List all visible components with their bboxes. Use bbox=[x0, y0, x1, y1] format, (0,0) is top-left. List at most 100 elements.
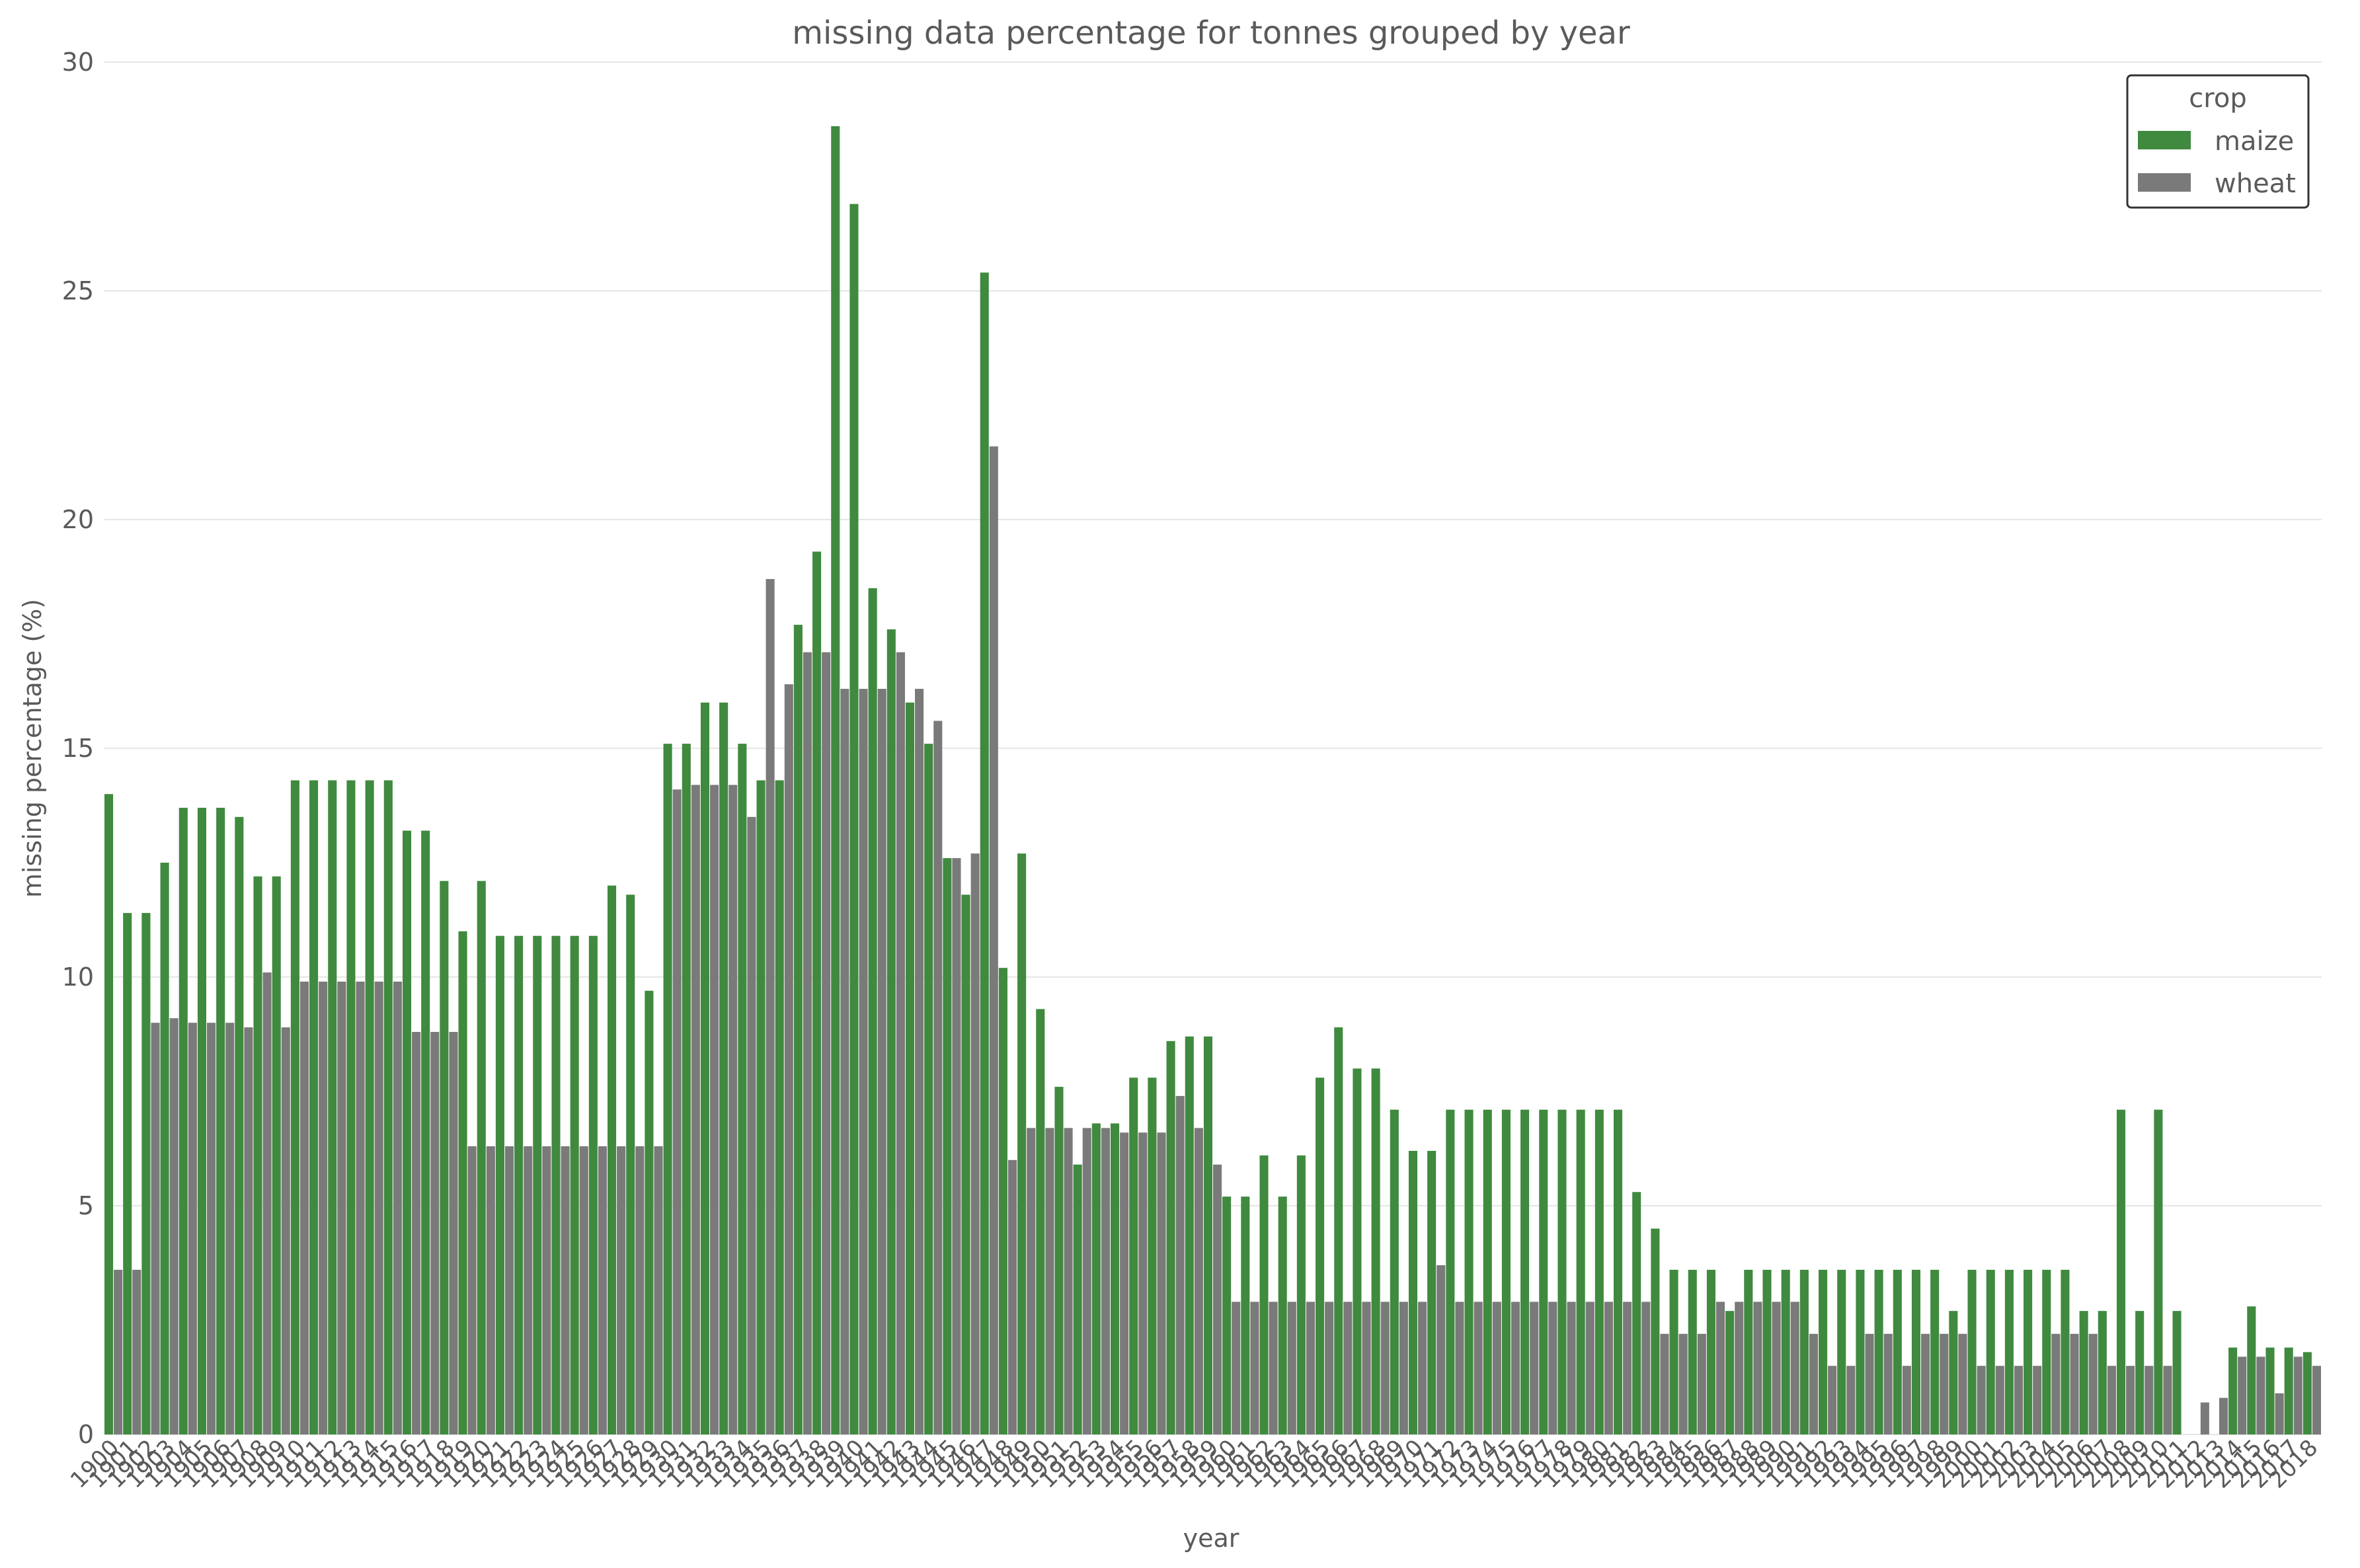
bar-wheat-1972 bbox=[1455, 1302, 1464, 1434]
bar-maize-1901 bbox=[123, 913, 132, 1434]
bar-maize-2015 bbox=[2247, 1306, 2256, 1434]
bar-wheat-1924 bbox=[561, 1146, 570, 1434]
bar-wheat-1903 bbox=[169, 1018, 178, 1434]
bar-maize-1967 bbox=[1353, 1068, 1362, 1434]
bar-wheat-1979 bbox=[1585, 1302, 1594, 1434]
bar-maize-1974 bbox=[1483, 1109, 1492, 1434]
bar-maize-2014 bbox=[2228, 1347, 2238, 1434]
bar-maize-1931 bbox=[682, 744, 691, 1434]
bar-wheat-1919 bbox=[467, 1146, 477, 1434]
bar-wheat-1942 bbox=[896, 652, 905, 1435]
bar-wheat-1957 bbox=[1175, 1095, 1185, 1434]
bar-wheat-2000 bbox=[1977, 1366, 1986, 1434]
bar-wheat-1958 bbox=[1194, 1128, 1203, 1434]
bar-maize-1956 bbox=[1148, 1078, 1157, 1434]
y-tick-label: 20 bbox=[62, 505, 94, 534]
bar-maize-1934 bbox=[738, 744, 747, 1434]
bar-maize-1998 bbox=[1930, 1269, 1940, 1434]
bar-wheat-2017 bbox=[2293, 1356, 2302, 1434]
bar-wheat-2001 bbox=[1995, 1366, 2004, 1434]
bar-wheat-1990 bbox=[1790, 1302, 1799, 1434]
bar-wheat-1975 bbox=[1511, 1302, 1520, 1434]
bar-maize-1919 bbox=[458, 931, 467, 1434]
bar-maize-1972 bbox=[1446, 1109, 1455, 1434]
bar-wheat-1948 bbox=[1007, 1159, 1017, 1434]
y-tick-label: 5 bbox=[78, 1191, 94, 1220]
bar-maize-1985 bbox=[1688, 1269, 1697, 1434]
y-tick-label: 30 bbox=[62, 48, 94, 77]
bar-wheat-1983 bbox=[1660, 1333, 1669, 1434]
bar-wheat-1969 bbox=[1399, 1302, 1408, 1434]
bar-maize-1916 bbox=[402, 830, 412, 1434]
bar-maize-1958 bbox=[1185, 1036, 1194, 1434]
bar-wheat-1989 bbox=[1772, 1302, 1781, 1434]
bar-maize-1968 bbox=[1371, 1068, 1380, 1434]
bar-wheat-1961 bbox=[1250, 1302, 1259, 1434]
bar-maize-2005 bbox=[2061, 1269, 2070, 1434]
bar-maize-1924 bbox=[551, 935, 561, 1434]
bar-maize-2002 bbox=[2004, 1269, 2014, 1434]
bar-maize-1929 bbox=[645, 990, 654, 1434]
bar-wheat-2016 bbox=[2275, 1393, 2284, 1434]
bar-wheat-1952 bbox=[1082, 1128, 1091, 1434]
bar-wheat-1996 bbox=[1902, 1366, 1911, 1434]
bar-wheat-1955 bbox=[1138, 1132, 1148, 1434]
bar-wheat-1905 bbox=[207, 1023, 216, 1434]
bar-maize-1960 bbox=[1222, 1196, 1232, 1434]
bar-wheat-1965 bbox=[1325, 1302, 1334, 1434]
bar-maize-1907 bbox=[235, 816, 244, 1434]
bar-maize-1979 bbox=[1576, 1109, 1585, 1434]
bar-wheat-1901 bbox=[132, 1269, 141, 1434]
bar-wheat-1917 bbox=[430, 1032, 440, 1434]
bar-maize-2000 bbox=[1967, 1269, 1977, 1434]
bar-wheat-2018 bbox=[2312, 1366, 2321, 1434]
bar-maize-1984 bbox=[1669, 1269, 1678, 1434]
bar-maize-1923 bbox=[533, 935, 542, 1434]
bar-wheat-1927 bbox=[617, 1146, 626, 1434]
bar-wheat-1976 bbox=[1530, 1302, 1539, 1434]
bar-wheat-1904 bbox=[188, 1023, 197, 1434]
bar-wheat-1929 bbox=[654, 1146, 663, 1434]
bar-wheat-1993 bbox=[1846, 1366, 1856, 1434]
bar-wheat-1964 bbox=[1306, 1302, 1316, 1434]
bar-maize-1999 bbox=[1949, 1311, 1958, 1434]
bar-wheat-1914 bbox=[374, 981, 383, 1434]
bar-wheat-1995 bbox=[1883, 1333, 1893, 1434]
bar-wheat-1991 bbox=[1809, 1333, 1819, 1434]
bar-wheat-1947 bbox=[989, 446, 998, 1434]
bar-wheat-1940 bbox=[859, 689, 868, 1434]
legend-swatch-maize bbox=[2138, 131, 2191, 149]
bar-maize-1969 bbox=[1390, 1109, 1399, 1434]
bar-wheat-1974 bbox=[1492, 1302, 1501, 1434]
bar-maize-1942 bbox=[886, 629, 896, 1434]
bar-maize-1932 bbox=[700, 702, 710, 1434]
bar-maize-1900 bbox=[104, 794, 114, 1434]
bar-maize-1965 bbox=[1316, 1078, 1325, 1434]
bar-wheat-1911 bbox=[319, 981, 328, 1434]
bar-wheat-1987 bbox=[1735, 1302, 1744, 1434]
bar-wheat-1916 bbox=[412, 1032, 421, 1434]
bar-wheat-1902 bbox=[151, 1023, 160, 1434]
bar-maize-1906 bbox=[216, 807, 225, 1434]
bar-wheat-2006 bbox=[2088, 1333, 2098, 1434]
bar-maize-1982 bbox=[1632, 1192, 1641, 1434]
bar-wheat-1994 bbox=[1865, 1333, 1874, 1434]
bar-maize-1925 bbox=[570, 935, 579, 1434]
bar-maize-1961 bbox=[1241, 1196, 1250, 1434]
bar-maize-1997 bbox=[1911, 1269, 1921, 1434]
bar-maize-1943 bbox=[905, 702, 915, 1434]
bar-maize-1930 bbox=[663, 744, 672, 1434]
bar-maize-1977 bbox=[1539, 1109, 1548, 1434]
bar-maize-1913 bbox=[346, 780, 356, 1434]
bar-maize-1940 bbox=[849, 204, 859, 1434]
bar-wheat-1951 bbox=[1064, 1128, 1073, 1434]
bar-maize-2018 bbox=[2302, 1352, 2312, 1434]
bar-maize-1920 bbox=[477, 881, 486, 1434]
bar-wheat-1922 bbox=[524, 1146, 533, 1434]
bar-maize-1935 bbox=[756, 780, 766, 1434]
bar-maize-1903 bbox=[160, 863, 169, 1434]
bar-wheat-1973 bbox=[1474, 1302, 1483, 1434]
bar-maize-1989 bbox=[1762, 1269, 1772, 1434]
bar-wheat-2015 bbox=[2256, 1356, 2265, 1434]
bar-maize-2010 bbox=[2154, 1109, 2163, 1434]
